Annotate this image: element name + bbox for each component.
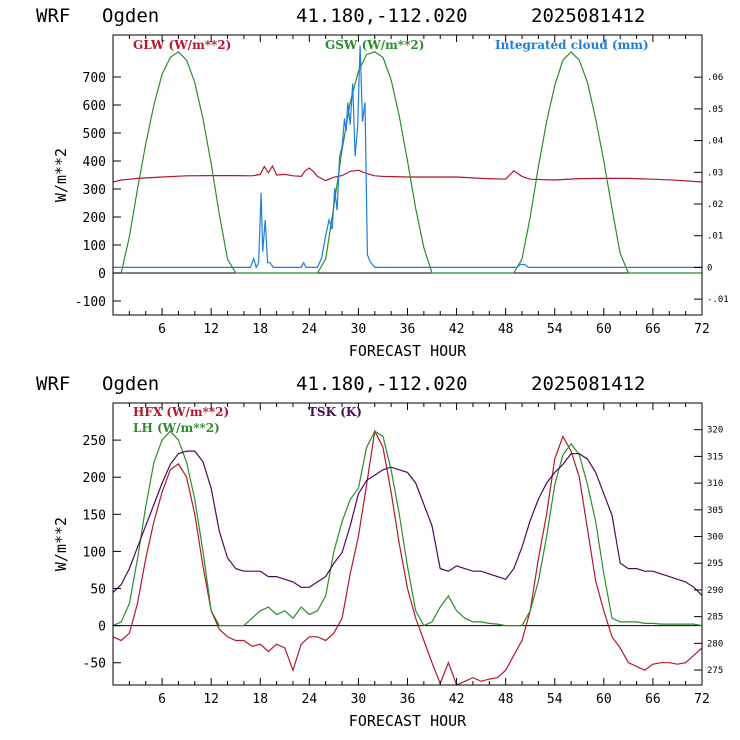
legend-tsk: TSK (K) <box>308 405 362 419</box>
coords-label: 41.180,-112.020 <box>296 373 468 395</box>
y-tick-label: 0 <box>98 620 106 635</box>
glw-line <box>112 164 703 183</box>
tsk-line <box>112 450 703 596</box>
legend-cloud: Integrated cloud (mm) <box>495 38 649 52</box>
y2-tick-label: 290 <box>707 586 723 596</box>
x-tick-label: 12 <box>203 692 219 707</box>
coords-label: 41.180,-112.020 <box>296 5 468 27</box>
x-tick-label: 36 <box>400 322 416 337</box>
y-tick-label: 400 <box>83 155 106 170</box>
y-tick-label: 250 <box>83 434 106 449</box>
site-label: Ogden <box>102 5 159 27</box>
x-tick-label: 36 <box>400 692 416 707</box>
x-tick-label: 54 <box>547 322 563 337</box>
y2-axis-ticks: 275 280 285 290 295 300 305 310 315 320 <box>694 426 723 676</box>
x-tick-label: 48 <box>498 322 514 337</box>
x-tick-label: 30 <box>351 322 367 337</box>
lh-line <box>112 430 703 627</box>
y2-tick-label: .03 <box>707 168 723 178</box>
hfx-line <box>112 429 703 686</box>
x-tick-label: 42 <box>449 322 465 337</box>
y2-tick-label: 310 <box>707 479 723 489</box>
y-tick-label: 700 <box>83 71 106 86</box>
legend-glw: GLW (W/m**2) <box>133 38 231 52</box>
x-axis-ticks: 6 12 18 24 30 36 42 48 54 60 66 72 <box>128 35 710 337</box>
y2-tick-label: .02 <box>707 200 723 210</box>
x-tick-label: 24 <box>302 322 318 337</box>
legend-gsw: GSW (W/m**2) <box>325 38 424 52</box>
site-label: Ogden <box>102 373 159 395</box>
y2-tick-label: 320 <box>707 426 723 436</box>
x-tick-label: 6 <box>158 692 166 707</box>
y-tick-label: 200 <box>83 211 106 226</box>
y2-tick-label: .01 <box>707 232 723 242</box>
y-tick-label: 500 <box>83 127 106 142</box>
x-axis-label: FORECAST HOUR <box>349 712 467 730</box>
x-tick-label: 12 <box>203 322 219 337</box>
y2-tick-label: .04 <box>707 137 723 147</box>
series-group <box>112 429 703 686</box>
x-tick-label: 48 <box>498 692 514 707</box>
y2-tick-label: 315 <box>707 452 723 462</box>
y2-tick-label: -.01 <box>707 295 729 305</box>
x-axis-ticks: 6 12 18 24 30 36 42 48 54 60 66 72 <box>128 403 710 707</box>
x-tick-label: 18 <box>252 692 268 707</box>
y-axis-label: W/m**2 <box>52 517 70 571</box>
x-tick-label: 42 <box>449 692 465 707</box>
gsw-line <box>113 50 702 274</box>
y2-tick-label: 280 <box>707 639 723 649</box>
y-axis-label: W/m**2 <box>52 148 70 202</box>
y2-tick-label: .05 <box>707 105 723 115</box>
series-group <box>112 45 703 274</box>
y2-tick-label: 285 <box>707 613 723 623</box>
y-tick-label: 100 <box>83 239 106 254</box>
legend-lh: LH (W/m**2) <box>133 421 220 435</box>
flux-panel: WRF Ogden 41.180,-112.020 2025081412 6 12… <box>36 373 723 730</box>
x-tick-label: 18 <box>252 322 268 337</box>
x-tick-label: 30 <box>351 692 367 707</box>
x-tick-label: 54 <box>547 692 563 707</box>
y-tick-label: 100 <box>83 545 106 560</box>
y2-tick-label: 0 <box>707 263 712 273</box>
x-tick-label: 60 <box>596 692 612 707</box>
x-tick-label: 24 <box>302 692 318 707</box>
x-tick-label: 72 <box>694 692 710 707</box>
legend-hfx: HFX (W/m**2) <box>133 405 229 419</box>
y-axis-ticks: -50 0 50 100 150 200 250 <box>83 434 121 672</box>
y-tick-label: 200 <box>83 471 106 486</box>
y-tick-label: 50 <box>90 583 106 598</box>
x-tick-label: 60 <box>596 322 612 337</box>
run-label: 2025081412 <box>531 5 645 27</box>
radiation-panel: WRF Ogden 41.180,-112.020 2025081412 6 12… <box>36 5 729 360</box>
y2-tick-label: 305 <box>707 506 723 516</box>
y-tick-label: -100 <box>75 295 106 310</box>
run-label: 2025081412 <box>531 373 645 395</box>
cloud-line <box>113 45 702 270</box>
y-tick-label: 150 <box>83 508 106 523</box>
y-tick-label: 300 <box>83 183 106 198</box>
y-tick-label: -50 <box>83 657 106 672</box>
model-label: WRF <box>36 373 70 395</box>
y-tick-label: 0 <box>98 267 106 282</box>
x-tick-label: 6 <box>158 322 166 337</box>
y2-tick-label: .06 <box>707 73 723 83</box>
y2-axis-ticks: -.01 0 .01 .02 .03 .04 .05 .06 <box>694 73 729 305</box>
y-axis-ticks: -100 0 100 200 300 400 500 600 700 <box>75 71 121 310</box>
x-axis-label: FORECAST HOUR <box>349 342 467 360</box>
y2-tick-label: 295 <box>707 559 723 569</box>
x-tick-label: 72 <box>694 322 710 337</box>
model-label: WRF <box>36 5 70 27</box>
y2-tick-label: 275 <box>707 666 723 676</box>
y2-tick-label: 300 <box>707 533 723 543</box>
x-tick-label: 66 <box>645 322 661 337</box>
y-tick-label: 600 <box>83 99 106 114</box>
x-tick-label: 66 <box>645 692 661 707</box>
